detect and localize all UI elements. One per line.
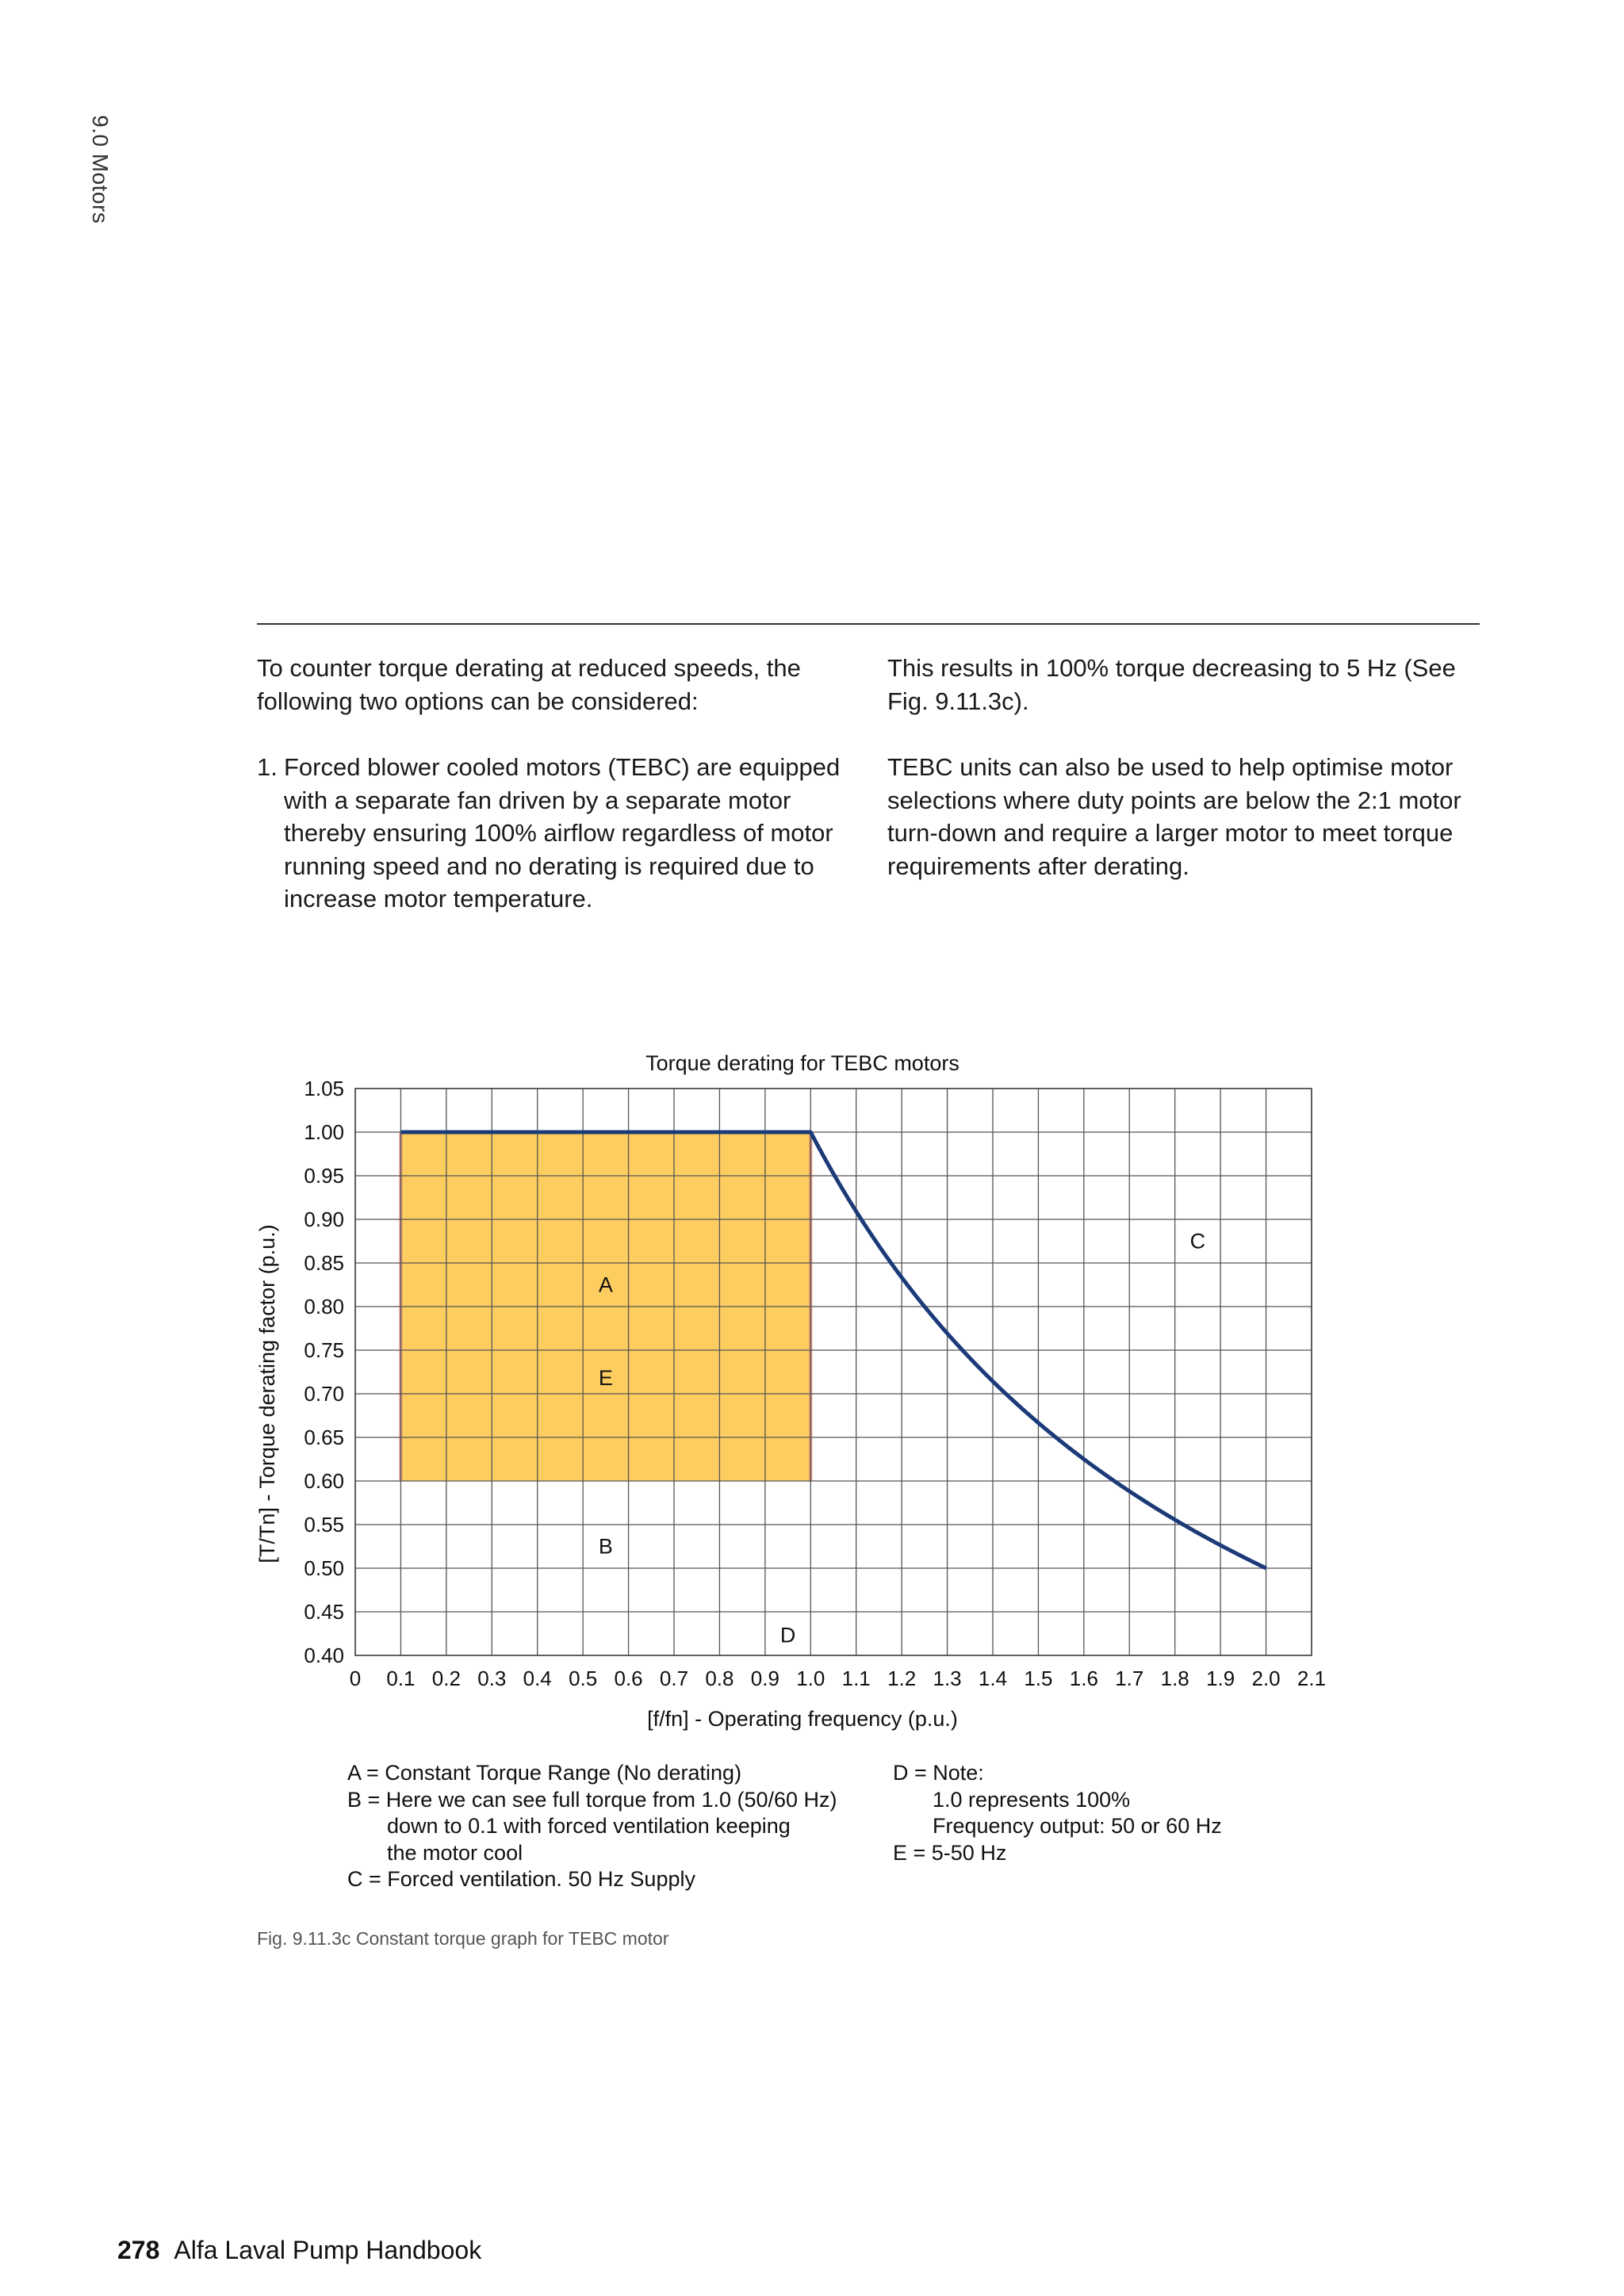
left-column: To counter torque derating at reduced sp…: [257, 652, 844, 916]
list-item-number: 1.: [257, 753, 278, 781]
y-tick-label: 0.60: [304, 1469, 344, 1493]
y-tick-label: 0.75: [304, 1338, 344, 1362]
x-tick-label: 2.1: [1297, 1667, 1326, 1690]
x-tick-label: 1.1: [842, 1667, 871, 1690]
x-tick-label: 0.3: [477, 1667, 506, 1690]
annotation-d: D: [780, 1624, 796, 1647]
x-tick-label: 1.6: [1070, 1667, 1098, 1690]
intro-paragraph: To counter torque derating at reduced sp…: [257, 654, 801, 715]
annotation-e: E: [599, 1366, 613, 1390]
y-tick-label: 0.95: [304, 1164, 344, 1188]
right-paragraph-2: TEBC units can also be used to help opti…: [887, 753, 1461, 880]
torque-derating-chart: Torque derating for TEBC motors 0 0.1 0.2 0…: [255, 1051, 1326, 1731]
y-tick-label: 0.55: [304, 1513, 344, 1536]
x-tick-label: 2.0: [1251, 1667, 1280, 1690]
x-tick-label: 1.4: [979, 1667, 1007, 1690]
annotation-c: C: [1190, 1230, 1206, 1253]
y-tick-label: 0.45: [304, 1600, 344, 1624]
x-tick-label: 0: [350, 1667, 361, 1690]
y-tick-label: 0.70: [304, 1382, 344, 1406]
x-tick-label: 1.9: [1206, 1667, 1235, 1690]
right-paragraph-1: This results in 100% torque decreasing t…: [887, 654, 1456, 715]
y-tick-label: 0.40: [304, 1644, 344, 1667]
x-axis-label: [f/fn] - Operating frequency (p.u.): [647, 1707, 958, 1731]
page-number: 278: [117, 2236, 160, 2264]
x-tick-label: 0.5: [569, 1667, 597, 1690]
legend-entry: down to 0.1 with forced ventilation keep…: [387, 1814, 791, 1839]
x-tick-label: 0.1: [386, 1667, 415, 1690]
legend-entry: B = Here we can see full torque from 1.0…: [347, 1787, 837, 1812]
book-title: Alfa Laval Pump Handbook: [174, 2236, 482, 2264]
x-tick-label: 1.7: [1115, 1667, 1143, 1690]
legend-entry: Frequency output: 50 or 60 Hz: [933, 1814, 1222, 1839]
legend-entry: the motor cool: [387, 1840, 523, 1865]
horizontal-rule: [257, 623, 1480, 625]
legend-entry: C = Forced ventilation. 50 Hz Supply: [347, 1867, 695, 1892]
legend-left: A = Constant Torque Range (No derating) B…: [347, 1760, 837, 1893]
x-tick-label: 0.7: [660, 1667, 688, 1690]
x-tick-label: 1.2: [887, 1667, 916, 1690]
right-column: This results in 100% torque decreasing t…: [887, 652, 1474, 916]
y-tick-label: 1.05: [304, 1077, 344, 1100]
y-tick-label: 0.80: [304, 1295, 344, 1318]
plot-frame: [354, 1088, 1312, 1656]
x-tick-label: 1.8: [1161, 1667, 1189, 1690]
legend-entry: A = Constant Torque Range (No derating): [347, 1761, 742, 1785]
y-tick-label: 0.65: [304, 1425, 344, 1449]
x-tick-label: 0.8: [705, 1667, 733, 1690]
legend-entry: D = Note:: [893, 1761, 984, 1785]
x-tick-label: 0.6: [614, 1667, 642, 1690]
legend-entry: 1.0 represents 100%: [933, 1787, 1131, 1812]
figure-caption: Fig. 9.11.3c Constant torque graph for T…: [257, 1928, 669, 1949]
list-item-text: Forced blower cooled motors (TEBC) are e…: [284, 753, 841, 913]
page-footer: 278 Alfa Laval Pump Handbook: [117, 2236, 481, 2265]
x-tick-label: 1.0: [796, 1667, 825, 1690]
x-tick-label: 0.2: [432, 1667, 461, 1690]
annotation-a: A: [599, 1273, 613, 1297]
legend-entry: E = 5-50 Hz: [893, 1840, 1007, 1865]
y-tick-label: 1.00: [304, 1120, 344, 1144]
legend-right: D = Note: 1.0 represents 100% Frequency ou…: [893, 1760, 1222, 1866]
x-tick-label: 1.3: [933, 1667, 961, 1690]
x-tick-label: 0.9: [751, 1667, 779, 1690]
y-tick-label: 0.50: [304, 1556, 344, 1580]
y-tick-label: 0.85: [304, 1251, 344, 1275]
x-tick-label: 0.4: [523, 1667, 552, 1690]
annotation-b: B: [599, 1535, 613, 1559]
torque-derating-line: [400, 1130, 1267, 1571]
y-tick-label: 0.90: [304, 1207, 344, 1231]
x-tick-label: 1.5: [1024, 1667, 1052, 1690]
chart-title: Torque derating for TEBC motors: [645, 1051, 959, 1075]
list-item: 1. Forced blower cooled motors (TEBC) ar…: [257, 751, 844, 916]
y-axis-label: [T/Tn] - Torque derating factor (p.u.): [255, 1224, 279, 1563]
